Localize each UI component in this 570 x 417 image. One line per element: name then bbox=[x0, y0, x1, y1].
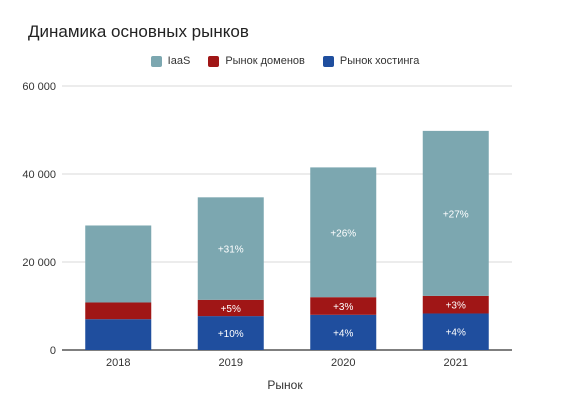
legend-swatch-domains bbox=[208, 55, 220, 67]
x-tick-label: 2020 bbox=[331, 357, 355, 369]
y-tick-label: 60 000 bbox=[22, 81, 56, 93]
data-label: +3% bbox=[446, 301, 466, 312]
bar-segment bbox=[422, 130, 489, 296]
data-label: +3% bbox=[333, 302, 353, 313]
legend-label-iaas: IaaS bbox=[167, 55, 191, 67]
x-tick-label: 2018 bbox=[106, 357, 130, 369]
legend-item-domains: Рынок доменов bbox=[208, 55, 305, 67]
data-label: +4% bbox=[333, 328, 353, 339]
x-tick-label: 2021 bbox=[444, 357, 468, 369]
legend-item-iaas: IaaS bbox=[150, 55, 191, 67]
y-tick-label: 20 000 bbox=[22, 257, 56, 269]
bar-segment bbox=[85, 302, 152, 320]
legend-label-domains: Рынок доменов bbox=[225, 55, 305, 67]
bar-segment bbox=[197, 299, 264, 317]
bar-segment bbox=[422, 313, 489, 350]
y-tick-label: 0 bbox=[50, 345, 56, 357]
legend-swatch-iaas bbox=[150, 55, 162, 67]
x-axis-label: Рынок bbox=[267, 378, 303, 392]
data-label: +5% bbox=[221, 304, 241, 315]
bar-segment bbox=[85, 225, 152, 303]
bar-segment bbox=[310, 297, 377, 315]
chart-title: Динамика основных рынков bbox=[28, 22, 249, 41]
x-tick-label: 2019 bbox=[219, 357, 243, 369]
bar-segment bbox=[422, 295, 489, 314]
legend-swatch-hosting bbox=[322, 55, 334, 67]
data-label: +26% bbox=[330, 228, 356, 239]
data-label: +27% bbox=[443, 209, 469, 220]
bar-segment bbox=[197, 197, 264, 300]
bar-segment bbox=[197, 316, 264, 350]
data-label: +4% bbox=[446, 328, 466, 339]
legend-item-hosting: Рынок хостинга bbox=[322, 55, 420, 67]
chart-legend: IaaS Рынок доменов Рынок хостинга bbox=[0, 55, 570, 67]
y-tick-label: 40 000 bbox=[22, 169, 56, 181]
data-label: +31% bbox=[218, 245, 244, 256]
bar-segment bbox=[310, 167, 377, 298]
data-label: +10% bbox=[218, 329, 244, 340]
legend-label-hosting: Рынок хостинга bbox=[339, 55, 420, 67]
bar-segment bbox=[310, 314, 377, 350]
bar-segment bbox=[85, 319, 152, 350]
